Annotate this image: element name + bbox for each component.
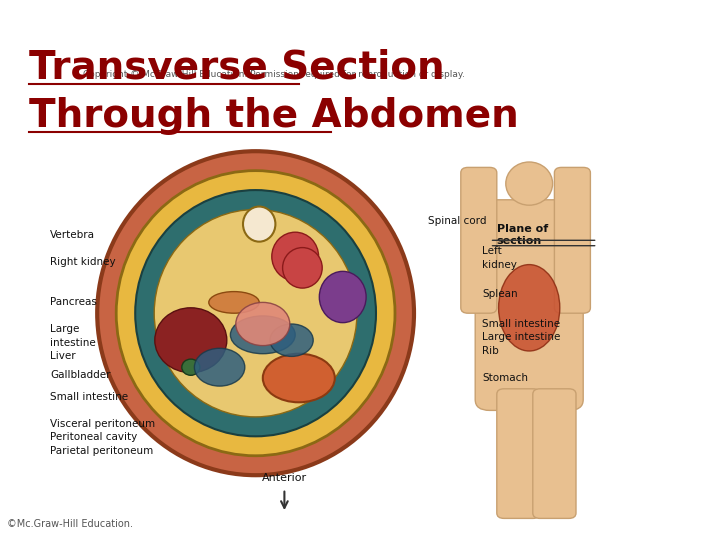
Text: kidney: kidney: [482, 260, 517, 269]
Text: Vertebra: Vertebra: [50, 230, 95, 240]
Text: Plane of
section: Plane of section: [497, 224, 548, 246]
Text: Large intestine: Large intestine: [482, 333, 561, 342]
Ellipse shape: [282, 247, 323, 288]
Text: Transverse Section: Transverse Section: [29, 49, 444, 86]
Text: Copyright © McGraw-Hill Education. Permission required for reproduction or displ: Copyright © McGraw-Hill Education. Permi…: [83, 70, 464, 79]
Ellipse shape: [155, 308, 227, 373]
Text: Liver: Liver: [50, 352, 76, 361]
Ellipse shape: [236, 302, 289, 346]
Ellipse shape: [154, 210, 357, 417]
FancyBboxPatch shape: [475, 200, 583, 410]
Text: Small intestine: Small intestine: [482, 319, 561, 329]
Text: Large: Large: [50, 325, 80, 334]
Text: Small intestine: Small intestine: [50, 392, 129, 402]
Text: Parietal peritoneum: Parietal peritoneum: [50, 446, 153, 456]
Text: Gallbladder: Gallbladder: [50, 370, 111, 380]
Ellipse shape: [270, 324, 313, 356]
Ellipse shape: [230, 316, 295, 354]
Ellipse shape: [194, 348, 245, 386]
Text: Splean: Splean: [482, 289, 518, 299]
Ellipse shape: [181, 359, 200, 375]
FancyBboxPatch shape: [533, 389, 576, 518]
Text: Anterior: Anterior: [262, 473, 307, 483]
Ellipse shape: [263, 354, 335, 402]
Text: Stomach: Stomach: [482, 373, 528, 383]
Ellipse shape: [135, 190, 376, 436]
Text: Pancreas: Pancreas: [50, 298, 97, 307]
Ellipse shape: [243, 206, 275, 242]
Text: Left: Left: [482, 246, 502, 256]
Ellipse shape: [271, 232, 318, 281]
Text: Right kidney: Right kidney: [50, 257, 116, 267]
Text: Rib: Rib: [482, 346, 499, 356]
Text: Spinal cord: Spinal cord: [428, 217, 487, 226]
Text: Peritoneal cavity: Peritoneal cavity: [50, 433, 138, 442]
Ellipse shape: [209, 292, 259, 313]
Ellipse shape: [97, 151, 414, 475]
Ellipse shape: [320, 271, 366, 323]
FancyBboxPatch shape: [554, 167, 590, 313]
Text: Visceral peritoneum: Visceral peritoneum: [50, 419, 156, 429]
Ellipse shape: [116, 171, 395, 456]
Text: Through the Abdomen: Through the Abdomen: [29, 97, 518, 135]
Ellipse shape: [506, 162, 553, 205]
FancyBboxPatch shape: [497, 389, 540, 518]
FancyBboxPatch shape: [461, 167, 497, 313]
Text: ©Mc.Graw-Hill Education.: ©Mc.Graw-Hill Education.: [7, 519, 133, 529]
Text: intestine: intestine: [50, 338, 96, 348]
Ellipse shape: [498, 265, 560, 351]
